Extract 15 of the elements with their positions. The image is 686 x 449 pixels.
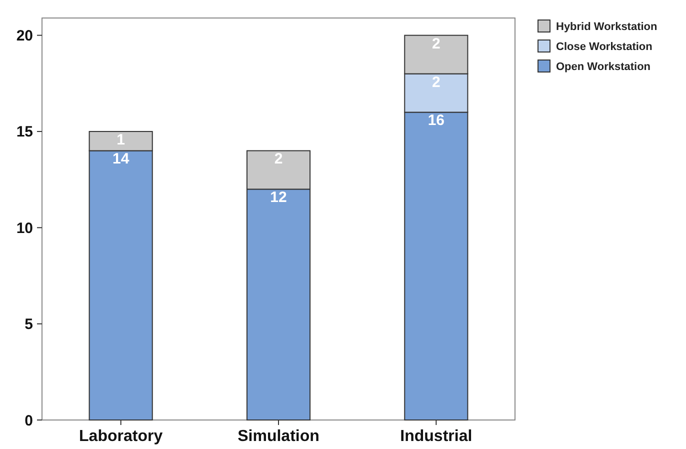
y-tick-label: 5 xyxy=(24,316,33,334)
legend-label: Close Workstation xyxy=(556,40,653,53)
x-tick-label: Industrial xyxy=(400,428,472,445)
x-tick-label: Simulation xyxy=(238,428,320,445)
data-label: 16 xyxy=(428,112,445,130)
y-tick-label: 0 xyxy=(24,412,33,430)
legend-label: Hybrid Workstation xyxy=(556,20,658,33)
data-label: 14 xyxy=(112,150,130,168)
y-tick-label: 15 xyxy=(16,124,33,141)
legend-label: Open Workstation xyxy=(556,60,651,73)
data-label: 2 xyxy=(432,74,440,91)
y-tick-label: 10 xyxy=(16,220,33,237)
y-tick-label: 20 xyxy=(16,28,33,45)
data-label: 12 xyxy=(270,189,287,206)
x-tick-label: Laboratory xyxy=(79,428,163,445)
